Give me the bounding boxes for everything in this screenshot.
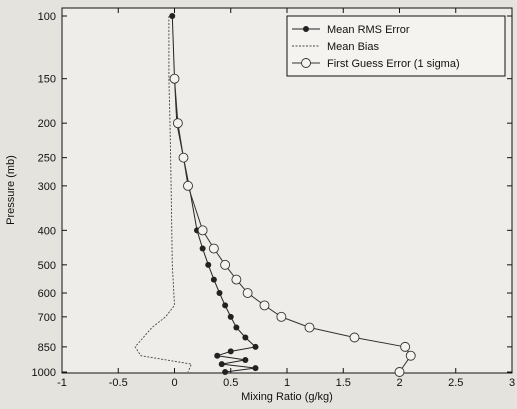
- y-tick-label: 100: [38, 11, 56, 23]
- data-point: [259, 300, 270, 311]
- data-point: [349, 332, 360, 343]
- y-tick-label: 1000: [32, 367, 56, 379]
- x-tick-label: 2: [396, 377, 402, 389]
- data-point: [242, 356, 249, 363]
- legend-label-1: Mean Bias: [327, 41, 379, 53]
- x-tick-label: 1: [284, 377, 290, 389]
- x-tick-label: 2.5: [448, 377, 463, 389]
- data-point: [227, 313, 234, 320]
- legend-label-2: First Guess Error (1 sigma): [327, 58, 460, 70]
- y-tick-label: 250: [38, 153, 56, 165]
- data-point: [214, 352, 221, 359]
- data-point: [400, 341, 411, 352]
- data-point: [233, 324, 240, 331]
- data-point: [220, 259, 231, 270]
- legend-marker-0: [303, 26, 309, 32]
- data-point: [210, 276, 217, 283]
- x-tick-label: -1: [57, 377, 67, 389]
- data-point: [199, 245, 206, 252]
- series-line-2: [174, 78, 412, 373]
- data-point: [252, 365, 259, 372]
- y-tick-label: 150: [38, 74, 56, 86]
- legend: Mean RMS Error Mean Bias First Guess Error…: [286, 15, 506, 77]
- x-axis-label: Mixing Ratio (g/kg): [241, 391, 333, 403]
- data-point: [227, 348, 234, 355]
- data-point: [242, 288, 253, 298]
- series-layer: [134, 13, 416, 377]
- data-point: [405, 350, 416, 361]
- data-point: [394, 367, 405, 377]
- y-tick-label: 850: [38, 342, 56, 354]
- data-point: [197, 225, 208, 236]
- data-point: [218, 361, 225, 368]
- y-tick-label: 200: [38, 118, 56, 130]
- x-tick-label: 3: [509, 377, 515, 389]
- data-point: [205, 261, 212, 268]
- y-tick-label: 500: [38, 260, 56, 272]
- data-point: [304, 322, 315, 333]
- legend-label-0: Mean RMS Error: [327, 24, 410, 36]
- data-point: [183, 180, 193, 191]
- data-point: [252, 343, 259, 350]
- data-point: [178, 152, 189, 163]
- legend-box: [286, 15, 506, 77]
- data-point: [169, 73, 180, 84]
- y-tick-label: 400: [38, 225, 56, 237]
- y-tick-label: 700: [38, 312, 56, 324]
- data-point: [172, 118, 183, 129]
- data-point: [208, 243, 219, 254]
- data-point: [231, 274, 242, 285]
- y-tick-label: 300: [38, 181, 56, 193]
- y-tick-label: 600: [38, 288, 56, 300]
- x-tick-label: 0: [171, 377, 177, 389]
- data-point: [242, 334, 249, 341]
- x-tick-label: 0.5: [223, 377, 238, 389]
- legend-marker-2: [301, 58, 311, 68]
- data-point: [222, 302, 229, 309]
- x-tick-label: -0.5: [109, 377, 128, 389]
- data-point: [222, 369, 229, 375]
- x-tick-label: 1.5: [336, 377, 351, 389]
- y-axis-label: Pressure (mb): [5, 155, 17, 225]
- data-point: [169, 13, 176, 19]
- data-point: [216, 290, 223, 297]
- series-line-1: [134, 16, 193, 373]
- data-point: [276, 311, 287, 322]
